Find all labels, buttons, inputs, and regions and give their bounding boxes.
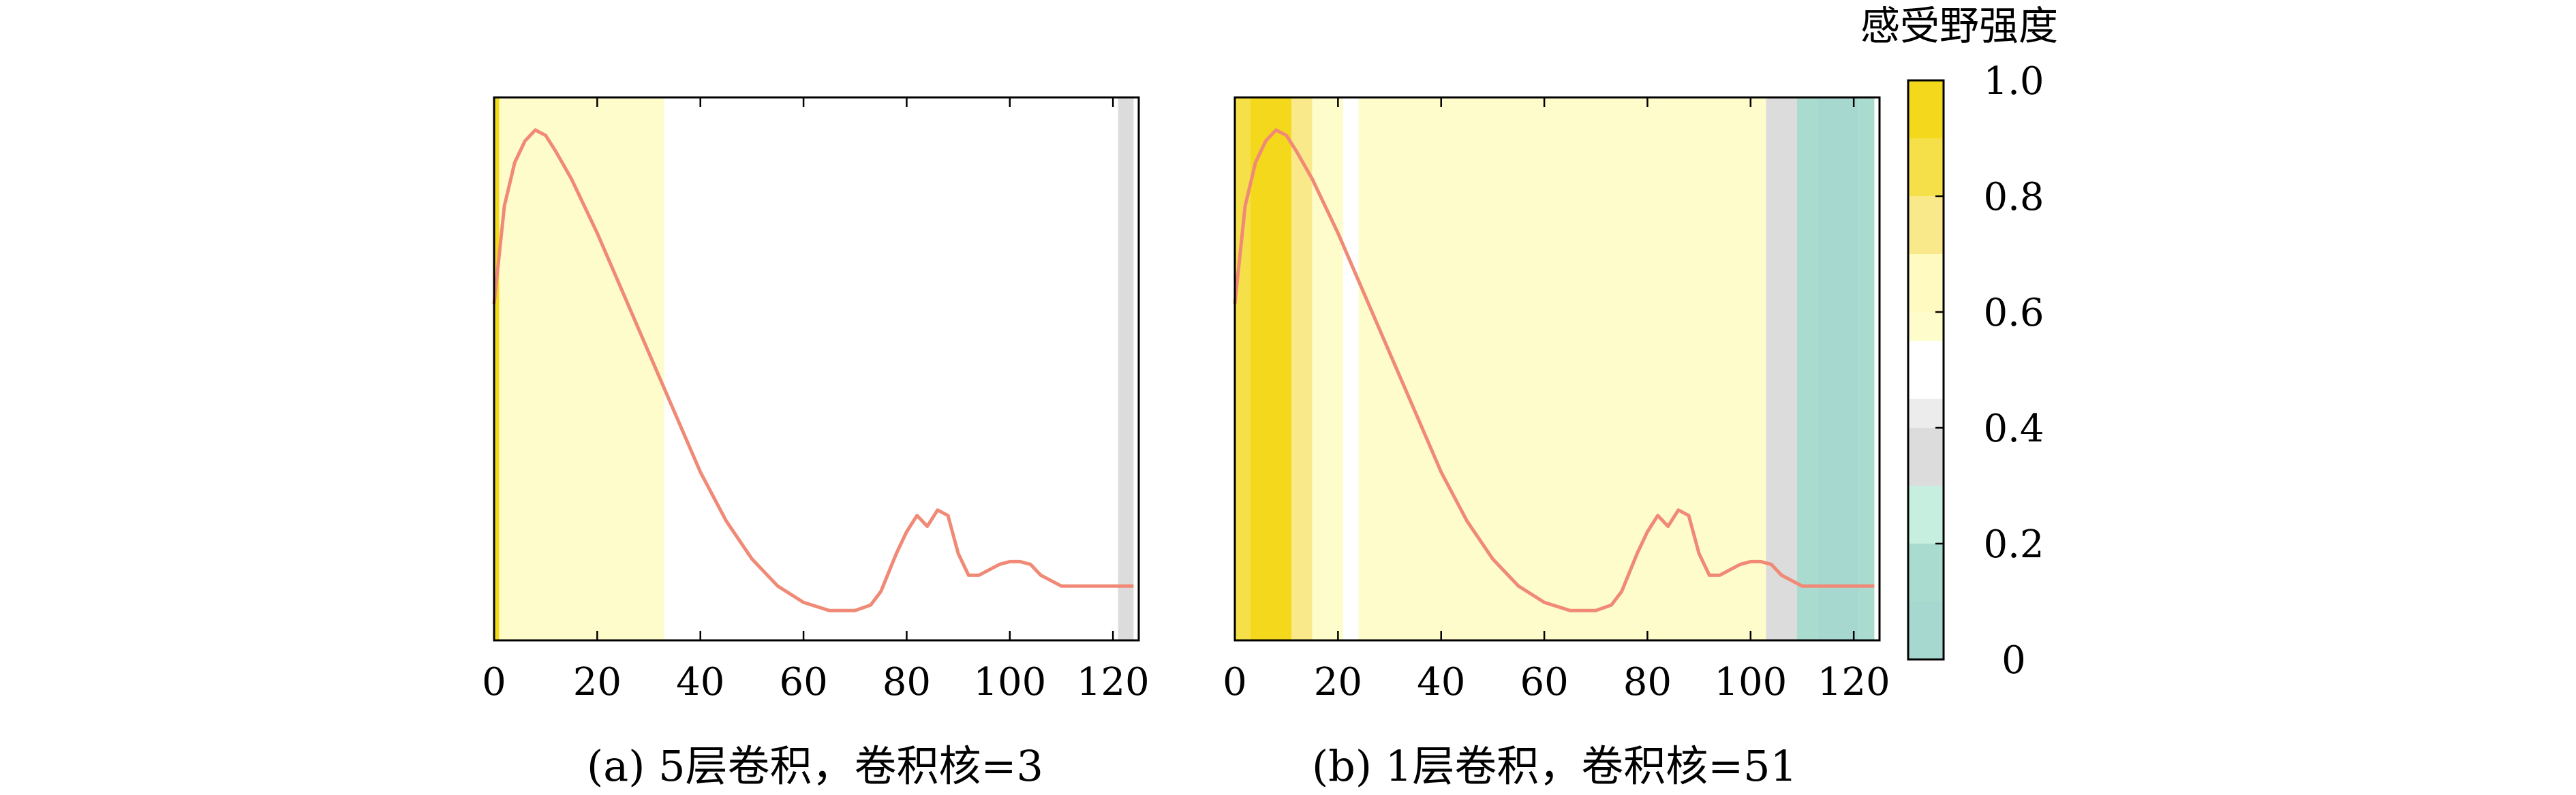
colorbar-segment-19 — [1908, 80, 1944, 110]
xtick-label-a-1: 20 — [573, 660, 622, 704]
xtick-label-a-3: 60 — [779, 660, 827, 704]
colorbar-tick-label-2: 0.4 — [1983, 407, 2044, 451]
panel-b: 0 20 40 60 80 100 120 — [1223, 96, 1890, 704]
colorbar-segment-15 — [1908, 196, 1944, 225]
colorbar-segment-16 — [1908, 167, 1944, 196]
colorbar-segment-12 — [1908, 283, 1944, 312]
colorbar-tick-label-5: 1.0 — [1983, 59, 2044, 104]
colorbar-segment-0 — [1908, 630, 1944, 659]
colorbar-segment-10 — [1908, 341, 1944, 370]
band-b-5 — [1358, 97, 1766, 640]
xtick-label-b-3: 60 — [1520, 660, 1568, 704]
xtick-label-b-2: 40 — [1417, 660, 1465, 704]
band-a-2 — [664, 97, 1118, 640]
colorbar-segment-5 — [1908, 486, 1944, 515]
band-a-3 — [1118, 97, 1134, 640]
band-b-4 — [1343, 97, 1359, 640]
colorbar-segment-3 — [1908, 544, 1944, 573]
xtick-label-b-5: 100 — [1714, 660, 1787, 704]
band-a-0 — [494, 97, 500, 640]
caption-a: (a) 5层卷积，卷积核=3 — [587, 741, 1043, 791]
colorbar-segment-2 — [1908, 572, 1944, 602]
colorbar-segment-18 — [1908, 109, 1944, 138]
xtick-label-a-4: 80 — [883, 660, 931, 704]
colorbar-frame — [1907, 79, 1945, 661]
xtick-label-b-1: 20 — [1314, 660, 1362, 704]
band-b-1 — [1250, 97, 1292, 640]
colorbar-segment-6 — [1908, 456, 1944, 486]
xtick-label-b-6: 120 — [1818, 660, 1890, 704]
colorbar-segment-14 — [1908, 225, 1944, 254]
band-b-7 — [1796, 97, 1818, 640]
colorbar-segment-11 — [1908, 312, 1944, 341]
colorbar-segment-4 — [1908, 514, 1944, 544]
colorbar-tick-label-3: 0.6 — [1983, 291, 2044, 335]
band-b-2 — [1291, 97, 1313, 640]
colorbar-segment-17 — [1908, 138, 1944, 168]
band-b-6 — [1766, 97, 1797, 640]
plot-frame-a — [493, 96, 1140, 642]
xtick-label-b-4: 80 — [1623, 660, 1672, 704]
xtick-label-a-0: 0 — [482, 660, 506, 704]
colorbar: 0 0.2 0.4 0.6 0.8 1.0 — [1907, 59, 2044, 683]
xtick-label-b-0: 0 — [1223, 660, 1247, 704]
colorbar-tick-label-1: 0.2 — [1983, 523, 2044, 567]
band-a-1 — [499, 97, 664, 640]
colorbar-tick-label-0: 0 — [2002, 638, 2026, 683]
colorbar-segment-9 — [1908, 370, 1944, 399]
panel-a: 0 20 40 60 80 100 120 — [482, 96, 1150, 704]
xtick-label-a-5: 100 — [973, 660, 1046, 704]
colorbar-segment-7 — [1908, 428, 1944, 457]
xtick-label-a-6: 120 — [1077, 660, 1150, 704]
colorbar-tick-label-4: 0.8 — [1983, 175, 2044, 219]
colorbar-segment-8 — [1908, 399, 1944, 428]
band-b-9 — [1858, 97, 1875, 640]
plot-frame-b — [1233, 96, 1881, 642]
curve-b — [1233, 128, 1875, 612]
colorbar-segment-1 — [1908, 602, 1944, 631]
band-b-8 — [1818, 97, 1859, 640]
colorbar-title: 感受野强度 — [1860, 3, 2058, 49]
xtick-label-a-2: 40 — [676, 660, 724, 704]
band-b-0 — [1235, 97, 1251, 640]
colorbar-segment-13 — [1908, 254, 1944, 283]
curve-a — [492, 128, 1134, 612]
caption-b: (b) 1层卷积，卷积核=51 — [1312, 741, 1797, 791]
band-b-3 — [1312, 97, 1343, 640]
